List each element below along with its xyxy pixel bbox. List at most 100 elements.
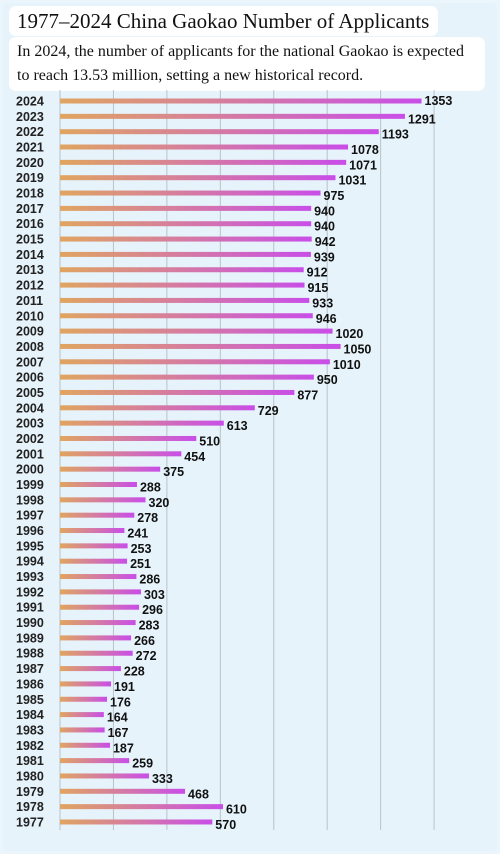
value-label: 729 — [258, 404, 279, 418]
value-label: 253 — [131, 542, 152, 556]
value-label: 241 — [127, 527, 148, 541]
value-label: 176 — [110, 695, 131, 709]
labels: 2024 1353 2023 1291 2022 1193 2021 1078 2020 1071… — [16, 94, 452, 832]
bar-1996 — [60, 528, 125, 534]
bar-1988 — [60, 650, 133, 656]
year-label: 1987 — [16, 662, 44, 676]
value-label: 251 — [130, 557, 151, 571]
value-label: 1010 — [333, 358, 361, 372]
year-label: 2006 — [16, 371, 44, 385]
year-label: 2012 — [16, 279, 44, 293]
year-label: 2018 — [16, 187, 44, 201]
bar-2008 — [60, 343, 341, 349]
year-label: 2000 — [16, 463, 44, 477]
year-label: 2020 — [16, 156, 44, 170]
value-label: 164 — [107, 711, 128, 725]
value-label: 266 — [134, 634, 155, 648]
bar-2010 — [60, 313, 313, 319]
value-label: 1193 — [382, 128, 409, 142]
value-label: 283 — [139, 619, 160, 633]
bar-1979 — [60, 788, 186, 794]
year-label: 1978 — [16, 800, 44, 814]
year-label: 1985 — [16, 693, 44, 707]
year-label: 2014 — [16, 248, 44, 262]
value-label: 375 — [163, 465, 184, 479]
value-label: 940 — [314, 204, 335, 218]
year-label: 2004 — [16, 401, 44, 415]
bar-1998 — [60, 497, 146, 503]
bar-2023 — [60, 113, 405, 119]
year-label: 2023 — [16, 110, 44, 124]
bar-2014 — [60, 251, 311, 257]
bar-1993 — [60, 574, 137, 580]
bar-2024 — [60, 98, 422, 104]
value-label: 272 — [136, 649, 157, 663]
bar-2007 — [60, 359, 330, 365]
value-label: 610 — [226, 803, 247, 817]
value-label: 259 — [132, 757, 153, 771]
bar-2016 — [60, 221, 312, 227]
bar-2022 — [60, 129, 379, 135]
year-label: 1994 — [16, 555, 44, 569]
grid-lines — [59, 90, 435, 830]
value-label: 320 — [149, 496, 170, 510]
chart-frame — [3, 3, 497, 851]
value-label: 1291 — [408, 112, 436, 126]
value-label: 167 — [108, 726, 129, 740]
bar-1999 — [60, 482, 137, 487]
bar-1986 — [60, 681, 112, 687]
bar-1995 — [60, 543, 128, 549]
bar-1984 — [60, 712, 104, 718]
year-label: 1979 — [16, 785, 44, 799]
value-label: 1031 — [338, 174, 366, 188]
bar-2015 — [60, 236, 312, 242]
year-label: 1984 — [16, 708, 44, 722]
bar-1987 — [60, 666, 121, 672]
value-label: 1050 — [344, 342, 372, 356]
year-label: 2002 — [16, 432, 44, 446]
year-label: 2021 — [16, 141, 44, 155]
value-label: 940 — [314, 220, 335, 234]
year-label: 1986 — [16, 677, 44, 691]
bar-1980 — [60, 773, 149, 779]
value-label: 191 — [114, 680, 135, 694]
value-label: 278 — [137, 511, 158, 525]
year-label: 1995 — [16, 539, 44, 553]
year-label: 2011 — [16, 294, 43, 308]
value-label: 296 — [142, 603, 163, 617]
value-label: 613 — [227, 419, 248, 433]
bar-1978 — [60, 804, 223, 810]
year-label: 2017 — [16, 202, 44, 216]
year-label: 2003 — [16, 417, 44, 431]
bar-2009 — [60, 328, 333, 334]
value-label: 286 — [139, 573, 160, 587]
year-label: 2024 — [16, 95, 44, 109]
year-label: 1989 — [16, 631, 44, 645]
bar-1989 — [60, 635, 132, 641]
bar-1982 — [60, 742, 110, 748]
year-label: 2001 — [16, 447, 44, 461]
value-label: 915 — [307, 281, 328, 295]
bar-1992 — [60, 589, 141, 595]
bar-2004 — [60, 405, 255, 411]
bar-2003 — [60, 420, 224, 426]
bar-2013 — [60, 267, 304, 273]
bar-1991 — [60, 604, 140, 610]
year-label: 1993 — [16, 570, 44, 584]
value-label: 303 — [144, 588, 165, 602]
year-label: 2019 — [16, 171, 44, 185]
year-label: 1982 — [16, 739, 44, 753]
value-label: 975 — [324, 189, 345, 203]
bar-2002 — [60, 435, 197, 441]
value-label: 1353 — [425, 94, 453, 108]
bar-1990 — [60, 620, 136, 626]
year-label: 2005 — [16, 386, 44, 400]
value-label: 1078 — [351, 143, 379, 157]
value-label: 570 — [215, 818, 236, 832]
bar-2011 — [60, 297, 310, 303]
year-label: 2008 — [16, 340, 44, 354]
year-label: 2007 — [16, 355, 44, 369]
year-label: 1998 — [16, 493, 44, 507]
year-label: 2022 — [16, 125, 44, 139]
